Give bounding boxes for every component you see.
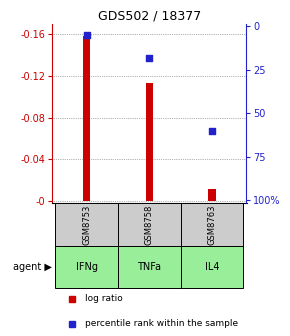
Text: IL4: IL4 (205, 262, 219, 271)
Bar (118, 246, 181, 288)
Text: percentile rank within the sample: percentile rank within the sample (85, 319, 238, 328)
Bar (208, 189, 216, 201)
Text: TNFa: TNFa (137, 262, 161, 271)
Bar (146, 83, 153, 201)
Bar (55, 246, 118, 288)
Text: agent ▶: agent ▶ (13, 262, 52, 271)
Bar (118, 203, 181, 246)
Bar (181, 246, 243, 288)
Point (84, 33, 89, 38)
Text: GSM8758: GSM8758 (145, 204, 154, 245)
Text: log ratio: log ratio (85, 294, 123, 303)
Bar (83, 36, 90, 201)
Point (147, 55, 152, 60)
Text: GSM8753: GSM8753 (82, 204, 91, 245)
Point (210, 128, 214, 133)
Text: IFNg: IFNg (76, 262, 98, 271)
Text: GSM8763: GSM8763 (208, 204, 217, 245)
Title: GDS502 / 18377: GDS502 / 18377 (98, 9, 201, 23)
Bar (181, 203, 243, 246)
Bar (55, 203, 118, 246)
